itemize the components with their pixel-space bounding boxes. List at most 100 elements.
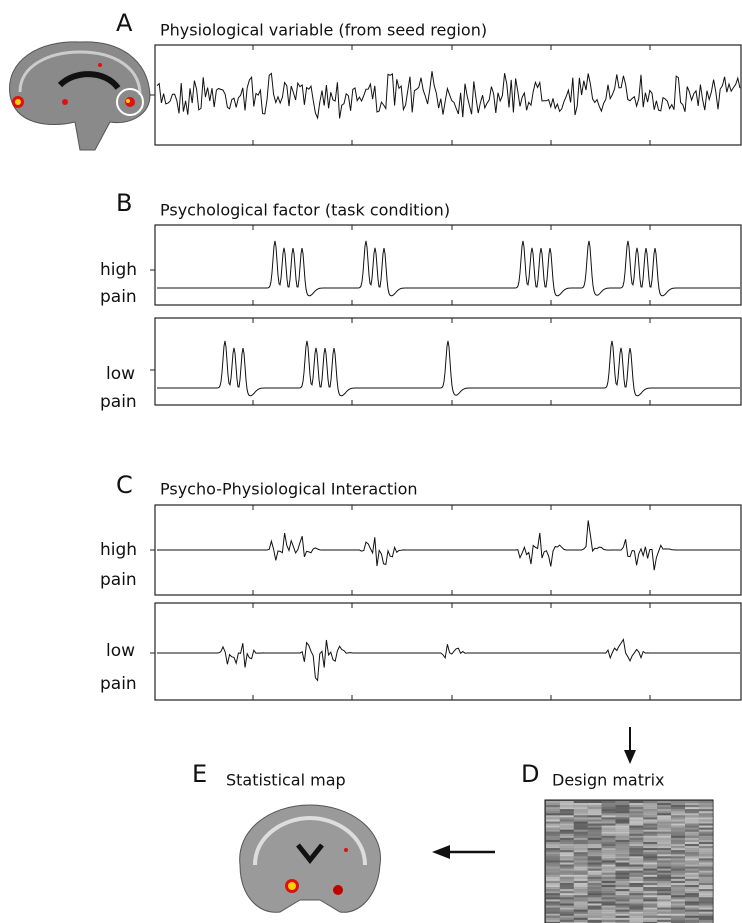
matrix-cell [699,891,713,893]
matrix-cell [602,828,616,830]
matrix-cell [685,842,699,844]
panel-letter: C [116,471,133,499]
matrix-cell [629,895,643,897]
matrix-cell [616,803,630,805]
matrix-cell [699,840,713,842]
matrix-cell [629,844,643,846]
matrix-cell [629,854,643,856]
matrix-cell [560,822,574,824]
matrix-cell [699,881,713,883]
matrix-cell [560,846,574,848]
matrix-cell [671,854,685,856]
matrix-cell [643,863,657,865]
matrix-cell [643,856,657,858]
matrix-cell [657,809,671,811]
matrix-cell [657,844,671,846]
matrix-cell [699,846,713,848]
matrix-cell [546,912,560,914]
matrix-cell [616,836,630,838]
matrix-cell [629,885,643,887]
matrix-cell [685,828,699,830]
matrix-cell [629,815,643,817]
matrix-cell [546,901,560,903]
matrix-cell [588,920,602,922]
matrix-cell [588,865,602,867]
matrix-cell [657,830,671,832]
matrix-cell [657,887,671,889]
matrix-cell [616,863,630,865]
matrix-cell [602,840,616,842]
matrix-cell [546,854,560,856]
matrix-cell [602,867,616,869]
matrix-cell [588,809,602,811]
matrix-cell [629,817,643,819]
matrix-cell [616,819,630,821]
matrix-cell [616,856,630,858]
matrix-cell [699,850,713,852]
matrix-cell [546,920,560,922]
matrix-cell [685,908,699,910]
matrix-cell [685,850,699,852]
matrix-cell [546,860,560,862]
matrix-cell [685,848,699,850]
matrix-cell [657,867,671,869]
matrix-cell [699,875,713,877]
matrix-cell [685,813,699,815]
matrix-cell [671,893,685,895]
matrix-cell [574,908,588,910]
matrix-cell [574,869,588,871]
matrix-cell [546,842,560,844]
matrix-cell [560,852,574,854]
matrix-cell [560,869,574,871]
matrix-cell [685,856,699,858]
row-label: high [100,540,137,560]
matrix-cell [616,901,630,903]
matrix-cell [671,819,685,821]
matrix-cell [560,895,574,897]
matrix-cell [657,873,671,875]
matrix-cell [616,879,630,881]
matrix-cell [602,910,616,912]
matrix-cell [657,877,671,879]
matrix-cell [643,920,657,922]
matrix-cell [657,817,671,819]
matrix-cell [699,819,713,821]
matrix-cell [657,910,671,912]
matrix-cell [671,809,685,811]
panel-title: Psycho-Physiological Interaction [160,480,418,499]
matrix-cell [588,906,602,908]
matrix-cell [685,873,699,875]
trace [157,241,740,296]
matrix-cell [560,805,574,807]
matrix-cell [671,805,685,807]
matrix-cell [616,838,630,840]
matrix-cell [629,811,643,813]
matrix-cell [616,881,630,883]
matrix-cell [546,865,560,867]
matrix-cell [616,846,630,848]
matrix-cell [685,834,699,836]
matrix-cell [588,815,602,817]
matrix-cell [602,856,616,858]
matrix-cell [588,848,602,850]
matrix-cell [699,801,713,803]
matrix-cell [629,860,643,862]
arrow-down [624,727,636,764]
matrix-cell [616,840,630,842]
matrix-cell [588,885,602,887]
matrix-cell [616,920,630,922]
matrix-cell [671,879,685,881]
matrix-cell [616,848,630,850]
matrix-cell [574,801,588,803]
matrix-cell [616,910,630,912]
matrix-cell [643,865,657,867]
matrix-cell [602,899,616,901]
matrix-cell [602,877,616,879]
matrix-cell [602,918,616,920]
matrix-cell [574,877,588,879]
matrix-cell [588,822,602,824]
matrix-cell [629,877,643,879]
matrix-cell [643,883,657,885]
matrix-cell [629,813,643,815]
matrix-cell [546,908,560,910]
